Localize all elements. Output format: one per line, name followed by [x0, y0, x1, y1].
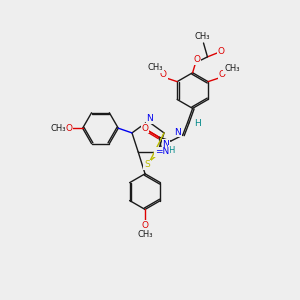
- Text: O: O: [142, 221, 148, 230]
- Text: N: N: [147, 114, 153, 123]
- Text: S: S: [144, 160, 150, 169]
- Text: N: N: [163, 140, 169, 148]
- Text: CH₃: CH₃: [224, 64, 240, 73]
- Text: CH₃: CH₃: [195, 32, 210, 40]
- Text: S: S: [144, 160, 150, 169]
- Text: N: N: [174, 128, 181, 137]
- Text: CH₃: CH₃: [148, 63, 163, 72]
- Text: O: O: [142, 124, 148, 133]
- Text: =N: =N: [155, 147, 169, 156]
- Text: O: O: [193, 55, 200, 64]
- Text: O: O: [218, 47, 225, 56]
- Text: CH₃: CH₃: [50, 124, 66, 133]
- Text: O: O: [142, 124, 148, 133]
- Text: O: O: [160, 70, 167, 79]
- Text: CH₃: CH₃: [137, 230, 153, 239]
- Text: H: H: [194, 119, 201, 128]
- Text: H: H: [169, 146, 175, 154]
- Text: O: O: [218, 70, 225, 79]
- Text: O: O: [65, 124, 72, 133]
